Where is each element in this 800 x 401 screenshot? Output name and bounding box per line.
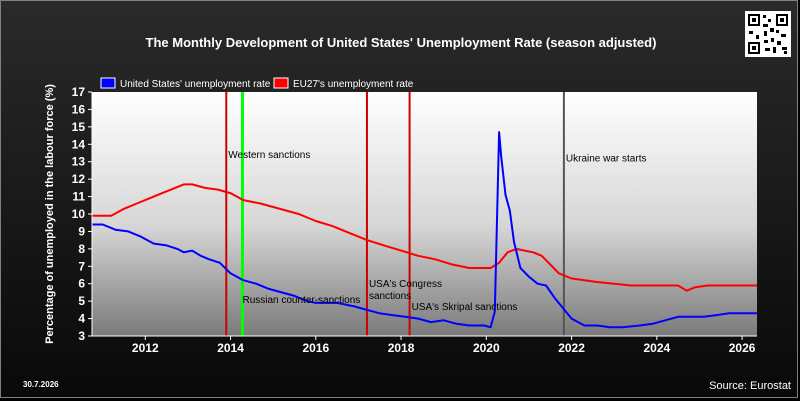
- chart-title: The Monthly Development of United States…: [146, 35, 657, 50]
- y-axis-label: Percentage of unemployed in the labour f…: [44, 84, 56, 344]
- x-tick-label: 2024: [643, 341, 670, 355]
- x-tick-label: 2014: [217, 341, 244, 355]
- y-tick-label: 13: [72, 155, 86, 169]
- event-labels: Western sanctions Russian counter-sanctio…: [228, 150, 646, 313]
- event-label: USA's Congress sanctions: [369, 279, 442, 302]
- y-tick-label: 16: [72, 102, 86, 116]
- x-tick-label: 2026: [729, 341, 756, 355]
- event-label: Ukraine war starts: [566, 154, 647, 165]
- x-tick-label: 2020: [473, 341, 500, 355]
- x-axis-ticks: 2012 2014 2016 2018 2020 2022 2024 2026: [132, 336, 756, 355]
- x-tick-label: 2016: [302, 341, 329, 355]
- event-label: Russian counter-sanctions: [242, 295, 360, 306]
- legend-swatch-eu: [273, 77, 289, 89]
- y-tick-label: 5: [78, 294, 85, 308]
- x-tick-label: 2022: [558, 341, 585, 355]
- x-tick-label: 2012: [132, 341, 159, 355]
- legend-label-eu: EU27's unemployment rate: [293, 79, 414, 90]
- series-line: [92, 131, 757, 329]
- event-label: USA's Skripal sanctions: [412, 302, 518, 313]
- y-tick-label: 7: [78, 259, 85, 273]
- legend: United States' unemployment rate EU27's …: [100, 77, 414, 90]
- y-tick-label: 4: [78, 312, 85, 326]
- legend-swatch-us: [100, 77, 116, 89]
- series-layer: [92, 131, 757, 329]
- y-tick-label: 6: [78, 277, 85, 291]
- legend-label-us: United States' unemployment rate: [120, 79, 271, 90]
- y-tick-label: 3: [78, 329, 85, 343]
- y-tick-label: 12: [72, 172, 86, 186]
- y-tick-label: 14: [72, 137, 86, 151]
- y-tick-label: 9: [78, 224, 85, 238]
- x-tick-label: 2018: [388, 341, 415, 355]
- y-tick-label: 11: [72, 190, 85, 204]
- y-tick-label: 10: [72, 207, 86, 221]
- y-tick-label: 15: [72, 120, 86, 134]
- footer-date: 30.7.2026: [23, 380, 59, 389]
- qr-code-icon: [745, 11, 791, 57]
- series-line: [92, 183, 757, 292]
- y-tick-label: 17: [72, 85, 86, 99]
- footer-source: Source: Eurostat: [709, 380, 791, 392]
- event-label: Western sanctions: [228, 150, 310, 161]
- event-lines: [225, 92, 565, 336]
- plot-area: [92, 92, 757, 336]
- y-tick-label: 8: [78, 242, 85, 256]
- y-axis-ticks: 3 4 5 6 7 8 9 10 11 12 13 14 15 16 17: [72, 85, 92, 343]
